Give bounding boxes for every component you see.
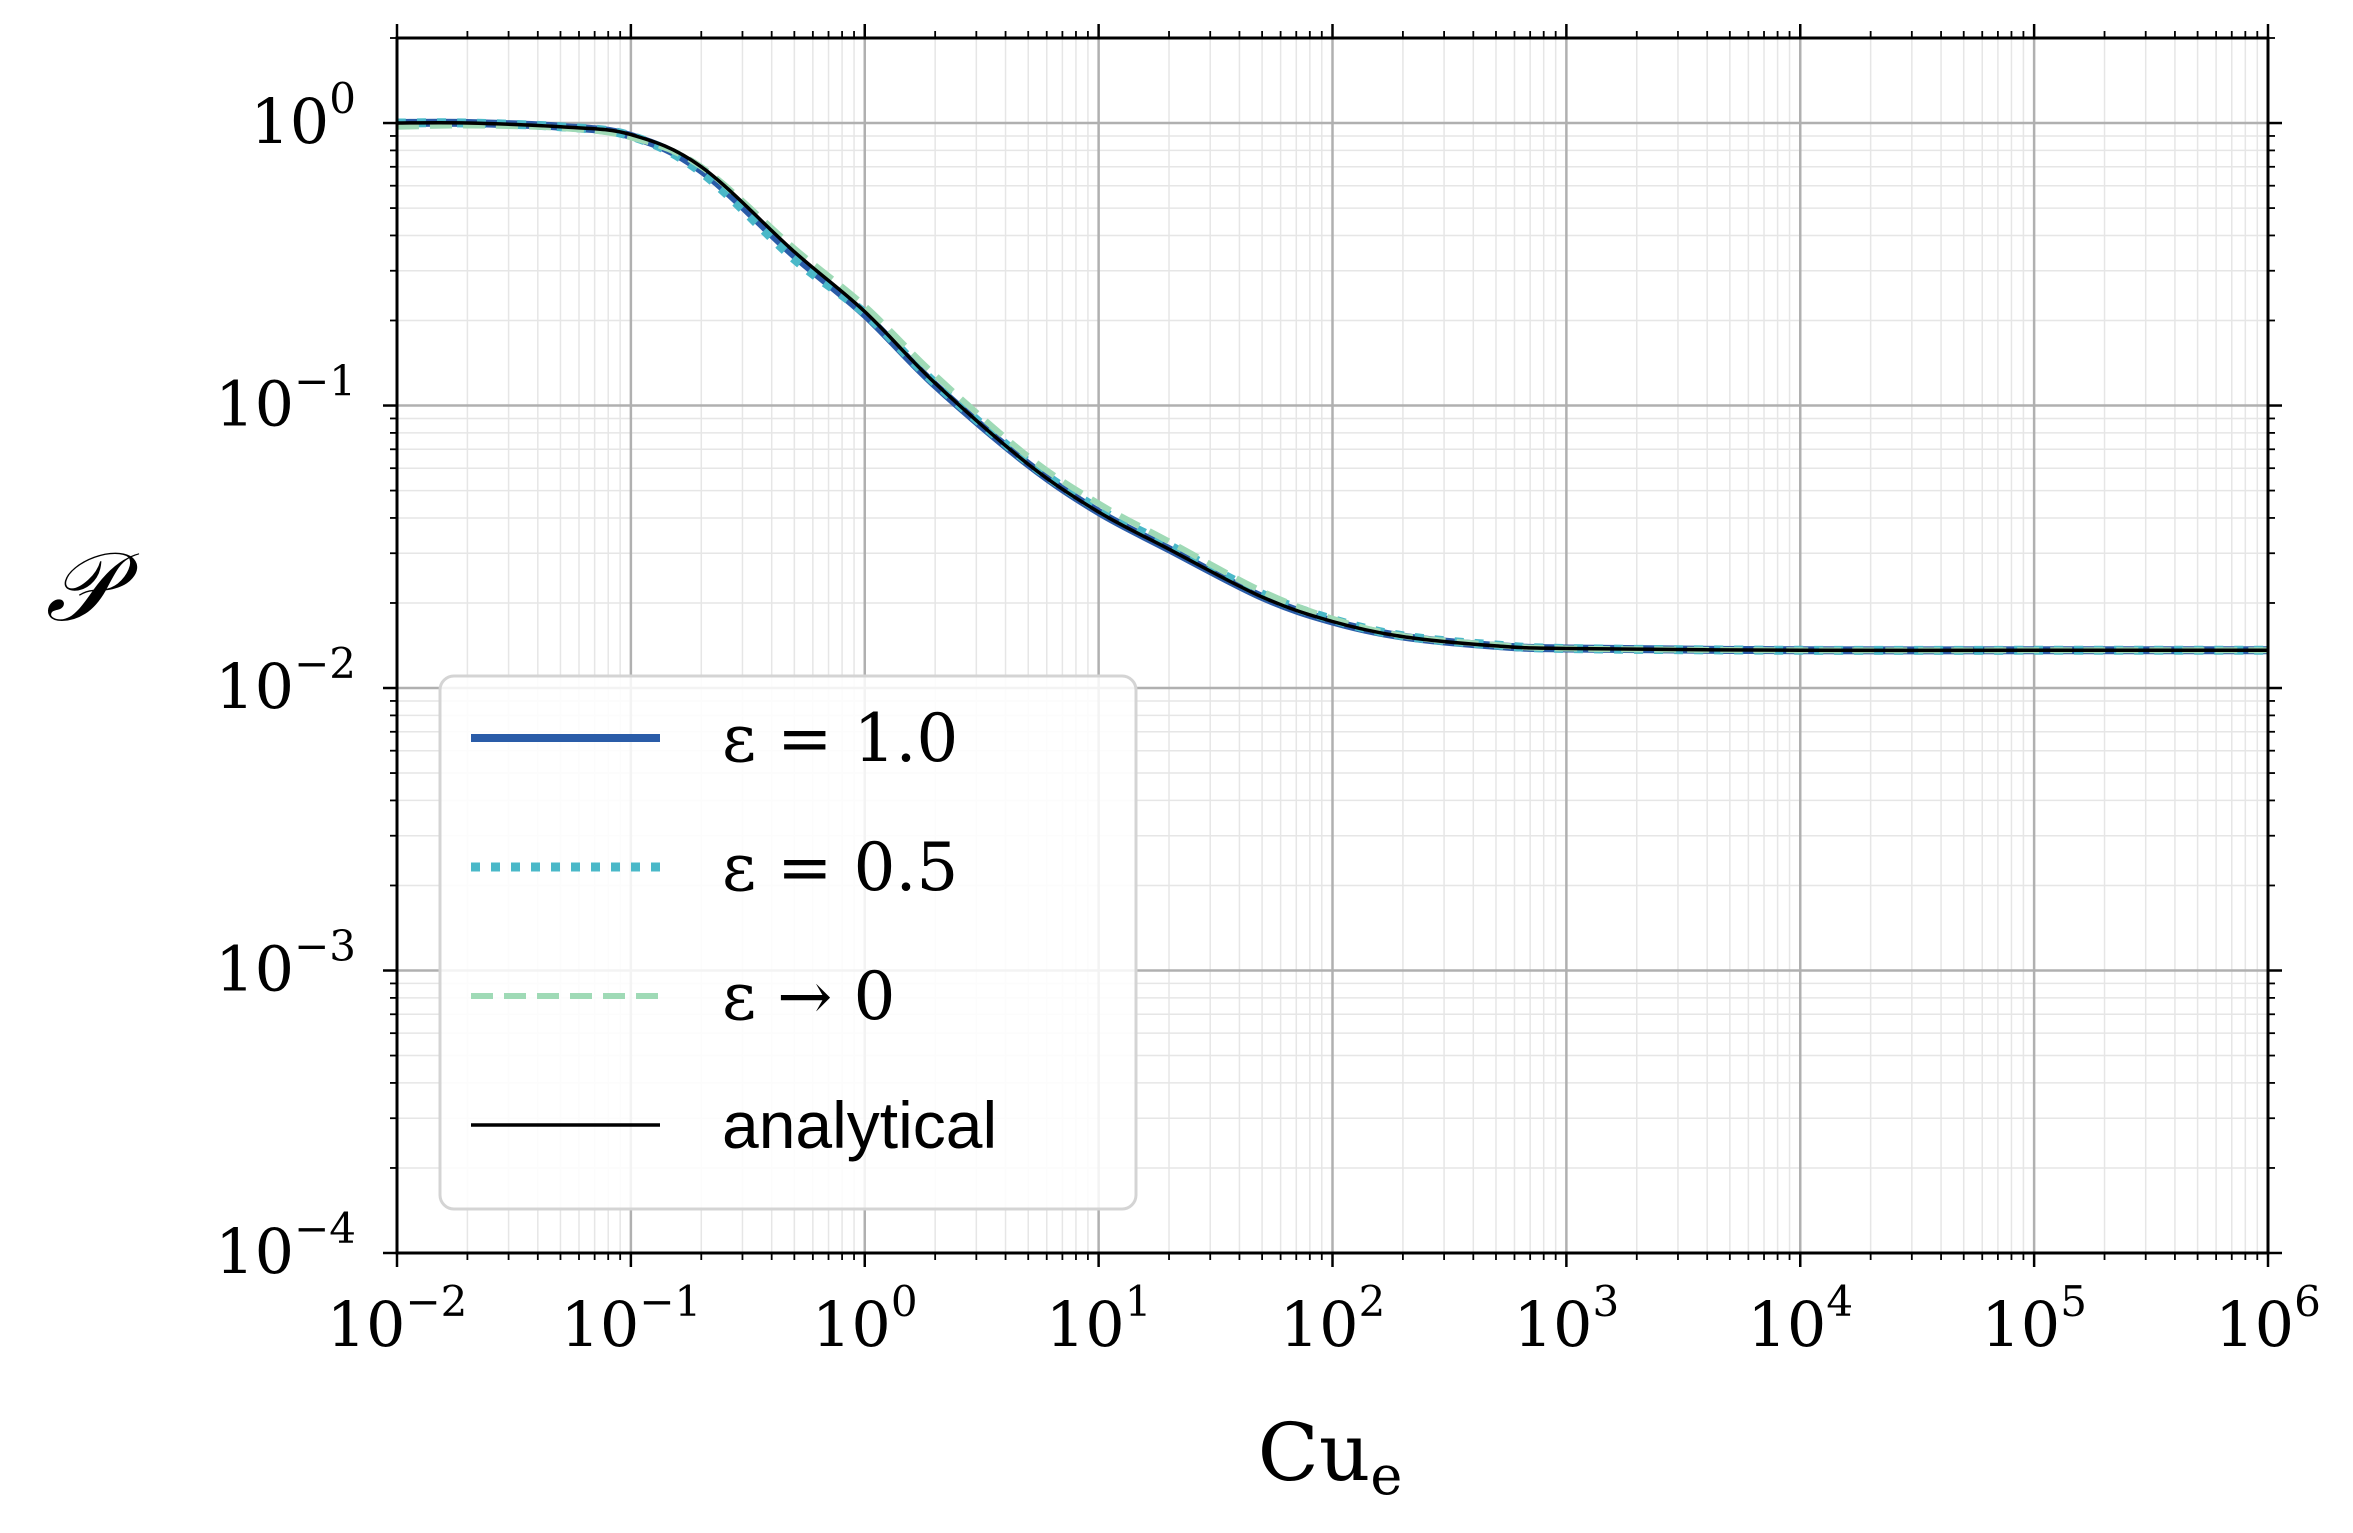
y-tick-label-exp: −2: [294, 639, 356, 688]
legend-items: ε = 1.0 ε = 0.5 ε → 0 analytical: [471, 700, 997, 1162]
x-tick-label-base: 10: [1280, 1288, 1359, 1361]
y-tick-label: 10−4: [215, 1204, 356, 1288]
x-tick-label-base: 10: [812, 1288, 891, 1361]
legend-label-1: ε = 1.0: [722, 700, 958, 777]
x-tick-labels: 10−2 10−1 100 101 102 103 104 105 106: [327, 1277, 2321, 1361]
x-tick-label-base: 10: [1514, 1288, 1593, 1361]
y-tick-label-base: 10: [215, 933, 294, 1006]
x-tick-label-exp: 6: [2294, 1277, 2321, 1326]
x-tick-label: 102: [1280, 1277, 1386, 1361]
series-layer: [396, 118, 2268, 655]
y-tick-label-exp: −1: [294, 357, 356, 406]
x-tick-label: 10−2: [327, 1277, 468, 1361]
x-tick-label: 10−1: [560, 1277, 701, 1361]
x-tick-label-base: 10: [560, 1288, 639, 1361]
x-tick-label-base: 10: [1046, 1288, 1125, 1361]
x-tick-label: 105: [1981, 1277, 2087, 1361]
legend-label-3: ε → 0: [722, 958, 895, 1035]
y-tick-label-exp: −3: [294, 922, 356, 971]
x-tick-label-base: 10: [1981, 1288, 2060, 1361]
x-tick-label-base: 10: [1747, 1288, 1826, 1361]
x-tick-label-exp: 5: [2060, 1277, 2087, 1326]
x-tick-label: 104: [1747, 1277, 1853, 1361]
x-tick-label: 106: [2215, 1277, 2321, 1361]
x-tick-label-exp: 0: [891, 1277, 918, 1326]
x-tick-label-base: 10: [327, 1288, 406, 1361]
legend-label-2: ε = 0.5: [722, 829, 958, 906]
x-axis-label-sub: e: [1370, 1444, 1402, 1507]
x-tick-label-exp: −1: [639, 1277, 701, 1326]
x-tick-label-exp: −2: [405, 1277, 467, 1326]
x-tick-label-exp: 4: [1826, 1277, 1853, 1326]
legend-label-4: analytical: [722, 1088, 997, 1162]
x-tick-label-base: 10: [2215, 1288, 2294, 1361]
x-axis-label-base: Cu: [1258, 1406, 1371, 1499]
y-tick-label: 10−1: [215, 357, 356, 441]
ticks-layer: [383, 24, 2282, 1267]
y-tick-label-base: 10: [215, 650, 294, 723]
y-tick-label: 10−3: [215, 922, 356, 1006]
x-tick-label: 103: [1514, 1277, 1620, 1361]
x-tick-label: 101: [1046, 1277, 1152, 1361]
x-tick-label-exp: 2: [1359, 1277, 1386, 1326]
y-tick-label-exp: −4: [294, 1204, 356, 1253]
x-tick-label: 100: [812, 1277, 918, 1361]
legend-box: [438, 674, 1138, 1211]
y-tick-label: 100: [250, 74, 356, 158]
y-tick-label: 10−2: [215, 639, 356, 723]
series-line-4: [396, 120, 2268, 653]
y-tick-label-base: 10: [215, 368, 294, 441]
x-axis-label: Cue: [1258, 1406, 1403, 1507]
x-tick-label-exp: 3: [1592, 1277, 1619, 1326]
y-tick-label-exp: 0: [329, 74, 356, 123]
y-tick-label-base: 10: [215, 1215, 294, 1288]
legend: ε = 1.0 ε = 0.5 ε → 0 analytical: [438, 674, 1138, 1211]
x-tick-label-exp: 1: [1125, 1277, 1152, 1326]
y-tick-label-base: 10: [250, 85, 329, 158]
